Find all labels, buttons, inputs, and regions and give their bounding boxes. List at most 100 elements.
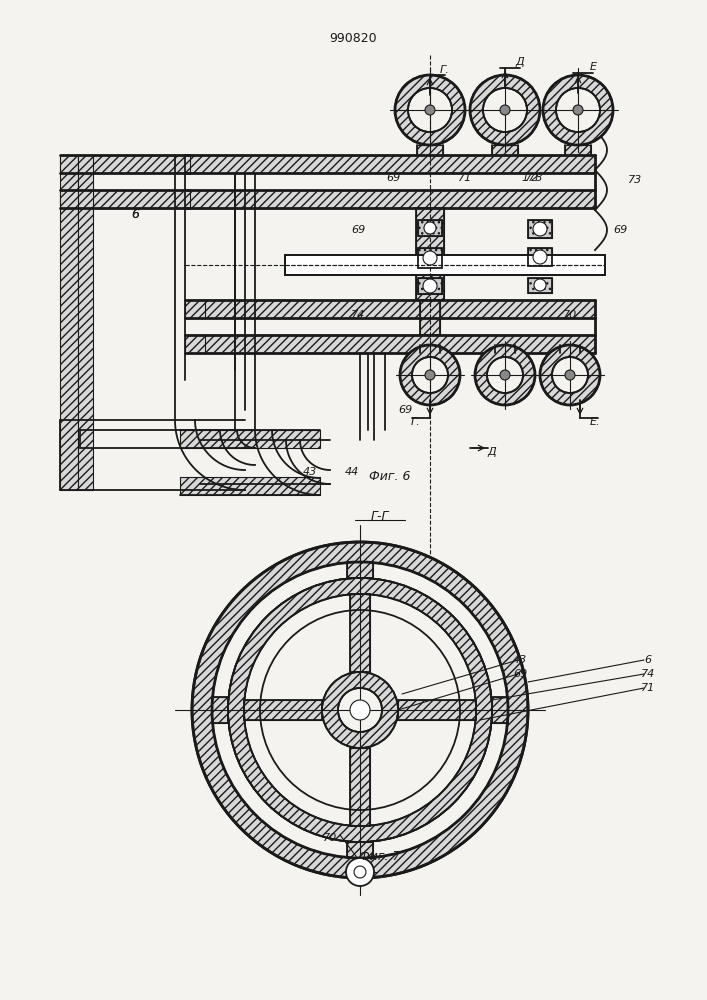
Wedge shape	[228, 578, 492, 842]
Wedge shape	[540, 345, 600, 405]
Bar	[347, 562, 373, 578]
Wedge shape	[470, 75, 540, 145]
Wedge shape	[475, 345, 535, 405]
Bar	[492, 145, 518, 155]
Bar	[418, 220, 442, 236]
Text: 6: 6	[131, 209, 139, 222]
Text: Фиг. 6: Фиг. 6	[369, 470, 411, 483]
Bar	[350, 748, 370, 826]
Bar	[212, 697, 228, 723]
Bar	[185, 300, 595, 318]
Bar	[418, 278, 442, 294]
Bar	[418, 220, 442, 236]
Bar	[350, 748, 370, 826]
Text: 69: 69	[613, 225, 627, 235]
Bar	[418, 278, 442, 294]
Bar	[528, 220, 552, 238]
Bar	[418, 248, 442, 268]
Circle shape	[423, 279, 437, 293]
Text: Д: Д	[515, 57, 525, 67]
Text: 73: 73	[628, 175, 642, 185]
Text: Д: Д	[488, 447, 496, 457]
Bar	[416, 208, 444, 300]
Bar	[60, 190, 190, 208]
Text: 43: 43	[513, 655, 527, 665]
Text: 69: 69	[386, 173, 400, 183]
Text: 178: 178	[521, 173, 543, 183]
Bar	[60, 155, 78, 490]
Circle shape	[565, 370, 575, 380]
Circle shape	[425, 105, 435, 115]
Bar	[420, 300, 440, 335]
Bar	[244, 700, 322, 720]
Bar	[350, 594, 370, 672]
Bar	[398, 700, 476, 720]
Text: 69: 69	[513, 669, 527, 679]
Bar	[528, 220, 552, 238]
Circle shape	[533, 222, 547, 236]
Text: 70: 70	[563, 310, 577, 320]
Bar	[244, 700, 322, 720]
Bar	[492, 697, 508, 723]
Bar	[185, 190, 595, 208]
Bar	[185, 155, 595, 173]
Wedge shape	[400, 345, 460, 405]
Bar	[212, 697, 228, 723]
Text: 72: 72	[525, 173, 539, 183]
Bar	[60, 155, 190, 173]
Text: Г.: Г.	[411, 417, 421, 427]
Bar	[528, 278, 552, 293]
Bar	[347, 842, 373, 858]
Bar	[185, 335, 595, 353]
Text: Е.: Е.	[590, 417, 600, 427]
Bar	[418, 248, 442, 268]
Circle shape	[573, 105, 583, 115]
Bar	[417, 145, 443, 155]
Wedge shape	[395, 75, 465, 145]
Bar	[420, 300, 440, 335]
Text: 74: 74	[641, 669, 655, 679]
Bar	[492, 697, 508, 723]
Text: 990820: 990820	[329, 31, 377, 44]
Bar	[528, 248, 552, 266]
Bar	[416, 208, 444, 300]
Wedge shape	[543, 75, 613, 145]
Bar	[347, 562, 373, 578]
Bar	[285, 255, 605, 275]
Circle shape	[423, 251, 437, 265]
Text: 43: 43	[303, 467, 317, 477]
Text: Г-Г: Г-Г	[370, 510, 390, 522]
Circle shape	[534, 279, 546, 291]
Bar	[528, 278, 552, 293]
Circle shape	[350, 700, 370, 720]
Circle shape	[500, 105, 510, 115]
Circle shape	[425, 370, 435, 380]
Bar	[185, 335, 205, 353]
Text: 44: 44	[345, 467, 359, 477]
Bar	[180, 430, 320, 448]
Circle shape	[346, 858, 374, 886]
Text: Фиг. 7: Фиг. 7	[359, 850, 401, 862]
Text: 6: 6	[131, 209, 139, 222]
Bar	[528, 248, 552, 266]
Wedge shape	[192, 542, 528, 878]
Text: 6: 6	[645, 655, 652, 665]
Text: Е: Е	[590, 62, 597, 72]
Text: Г.: Г.	[440, 65, 450, 75]
Text: 71: 71	[458, 173, 472, 183]
Bar	[347, 842, 373, 858]
Bar	[565, 145, 591, 155]
Text: 69: 69	[351, 225, 365, 235]
Text: 70: 70	[323, 833, 337, 843]
Circle shape	[533, 250, 547, 264]
Circle shape	[500, 370, 510, 380]
Text: 74: 74	[351, 310, 365, 320]
Bar	[78, 155, 93, 490]
Bar	[185, 300, 205, 318]
Bar	[180, 477, 320, 495]
Bar	[350, 594, 370, 672]
Circle shape	[424, 222, 436, 234]
Wedge shape	[322, 672, 398, 748]
Text: 71: 71	[641, 683, 655, 693]
Text: 69: 69	[398, 405, 412, 415]
